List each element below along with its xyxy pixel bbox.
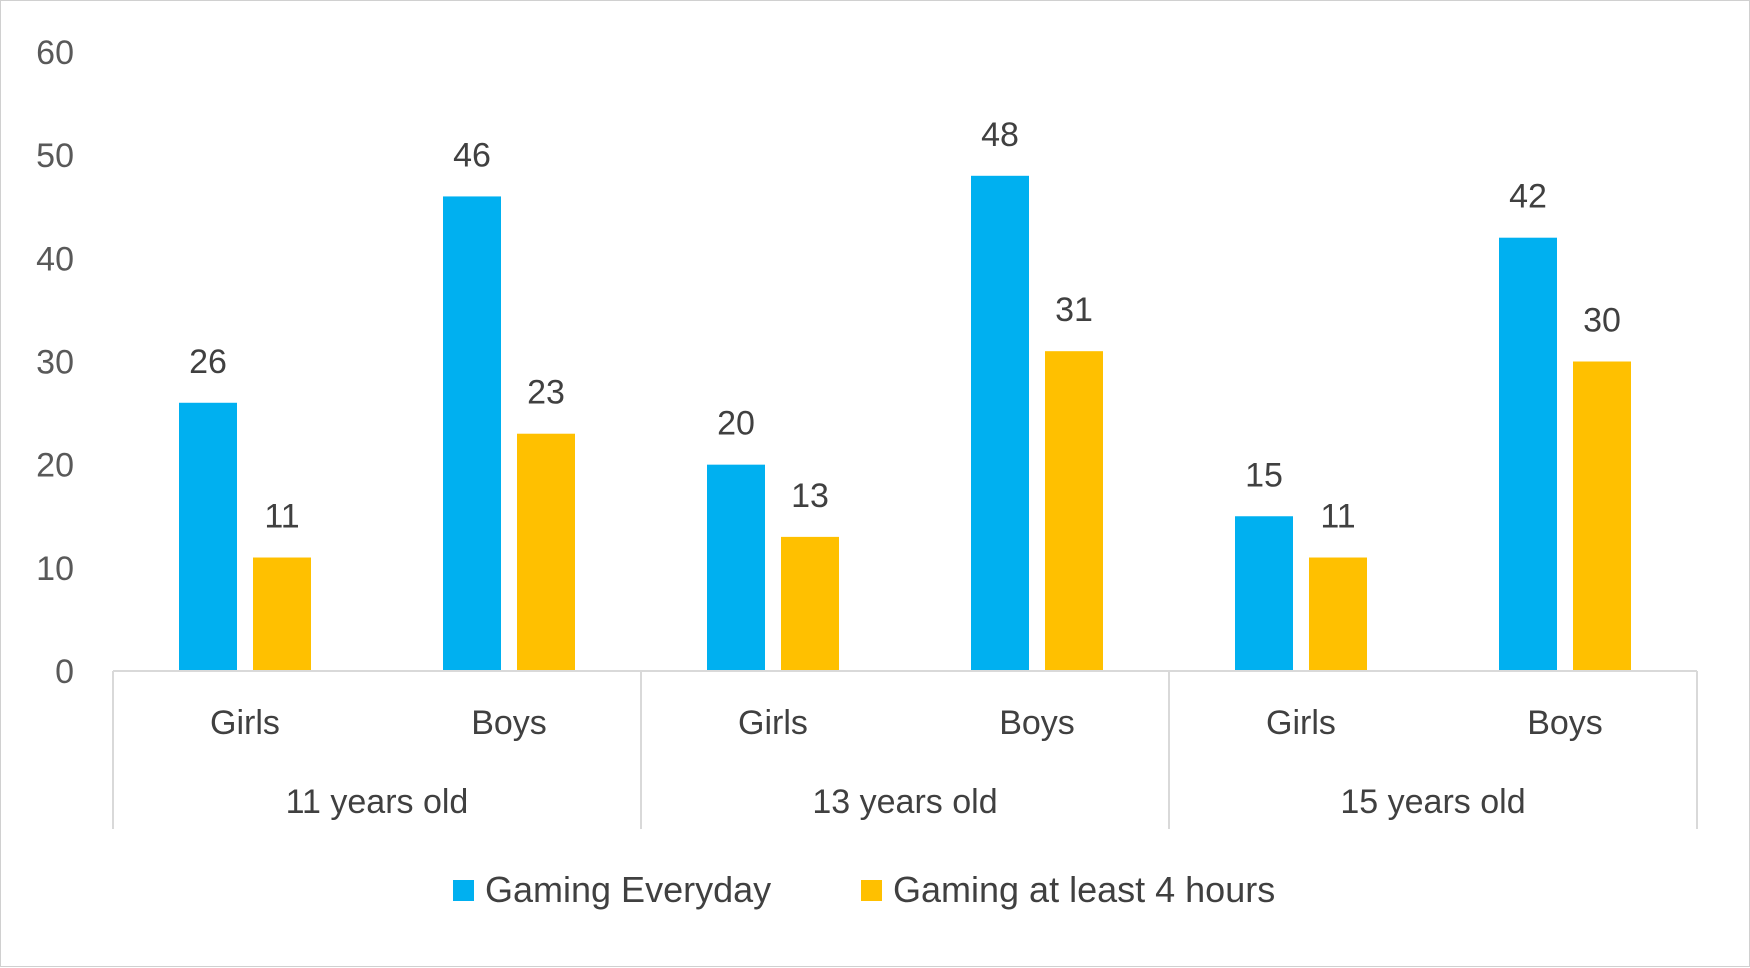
y-axis-ticks: 0 10 20 30 40 50 60	[36, 34, 74, 691]
data-label-everyday-0: 26	[189, 343, 227, 381]
bar-everyday-1	[443, 196, 501, 671]
bar-everyday-0	[179, 402, 237, 671]
category-label-boys-0: Boys	[471, 704, 547, 742]
category-label-girls-0: Girls	[210, 704, 280, 742]
y-tick-label-0: 0	[55, 653, 74, 691]
group-label-2: 15 years old	[1340, 783, 1525, 821]
y-tick-label-50: 50	[36, 137, 74, 175]
data-label-four-hours-1: 23	[527, 374, 565, 412]
y-tick-label-30: 30	[36, 344, 74, 382]
data-label-four-hours-4: 11	[1320, 498, 1355, 536]
bar-four-hours-3	[1045, 351, 1103, 671]
bar-everyday-5	[1499, 237, 1557, 671]
x-axis: Girls Boys 11 years old Girls Boys 13 years o…	[112, 670, 1698, 829]
data-label-four-hours-0: 11	[264, 498, 299, 536]
data-labels: 26 11 46 23 20 13 48 31 15 11 42 30	[189, 116, 1621, 536]
legend-swatch-four-hours	[861, 880, 882, 901]
bar-everyday-4	[1235, 516, 1293, 671]
legend-label-four-hours: Gaming at least 4 hours	[893, 869, 1275, 910]
y-tick-label-20: 20	[36, 447, 74, 485]
data-label-four-hours-3: 31	[1055, 291, 1093, 329]
bar-four-hours-5	[1573, 361, 1631, 671]
bars	[179, 175, 1631, 672]
data-label-everyday-2: 20	[717, 405, 755, 443]
bar-four-hours-2	[781, 536, 839, 671]
bar-four-hours-1	[517, 433, 575, 671]
data-label-everyday-1: 46	[453, 136, 491, 174]
category-label-boys-2: Boys	[1527, 704, 1603, 742]
y-tick-label-10: 10	[36, 550, 74, 588]
data-label-everyday-3: 48	[981, 116, 1019, 154]
y-tick-label-40: 40	[36, 240, 74, 278]
group-label-1: 13 years old	[812, 783, 997, 821]
data-label-four-hours-2: 13	[791, 477, 829, 515]
bar-everyday-3	[971, 175, 1029, 672]
data-label-everyday-4: 15	[1245, 456, 1283, 494]
data-label-everyday-5: 42	[1509, 178, 1547, 216]
bar-four-hours-0	[253, 557, 311, 671]
bar-four-hours-4	[1309, 557, 1367, 671]
legend-label-everyday: Gaming Everyday	[485, 869, 771, 910]
category-label-girls-1: Girls	[738, 704, 808, 742]
data-label-four-hours-5: 30	[1583, 302, 1621, 340]
legend-swatch-everyday	[453, 880, 474, 901]
category-label-girls-2: Girls	[1266, 704, 1336, 742]
legend: Gaming Everyday Gaming at least 4 hours	[453, 869, 1275, 910]
y-tick-label-60: 60	[36, 34, 74, 72]
group-label-0: 11 years old	[286, 783, 469, 821]
category-label-boys-1: Boys	[999, 704, 1075, 742]
bar-everyday-2	[707, 464, 765, 671]
